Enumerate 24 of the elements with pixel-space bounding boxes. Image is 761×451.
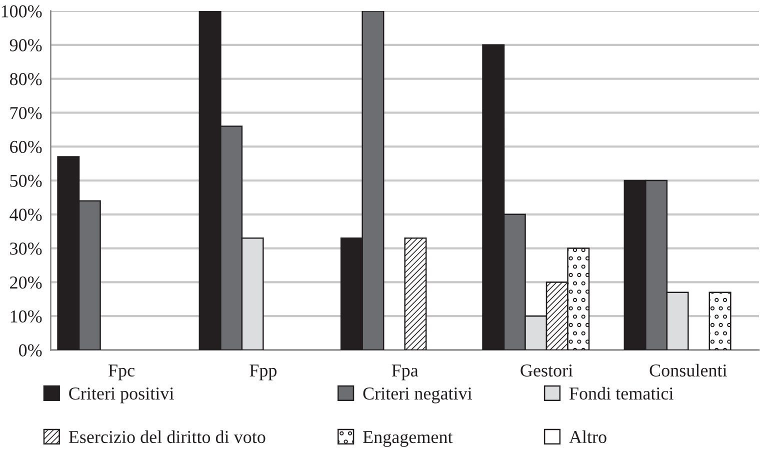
x-tick-label: Fpa [392, 364, 418, 380]
y-tick-label: 40% [10, 208, 42, 221]
legend-label: Fondi tematici [569, 386, 674, 400]
x-tick-label: Fpp [250, 364, 277, 380]
y-tick-label: 70% [10, 106, 42, 120]
y-tick-label: 50% [10, 174, 42, 187]
y-tick-label: 30% [10, 242, 42, 255]
legend-label: Engagement [363, 431, 453, 447]
bar [404, 238, 427, 350]
y-tick-label: 100% [2, 5, 42, 18]
x-tick-label: Fpc [108, 364, 135, 380]
x-tick-label: Gestori [520, 364, 573, 377]
y-tick-label: 90% [10, 39, 42, 52]
y-tick-label: 80% [10, 73, 42, 86]
y-tick-label: 0% [18, 344, 42, 356]
y-tick-label: 20% [10, 276, 42, 289]
legend-label: Esercizio del diritto di voto [68, 430, 266, 444]
legend-label: Altro [569, 430, 606, 444]
y-tick-label: 60% [10, 140, 42, 154]
legend-label: Criteri negativi [363, 387, 472, 404]
legend-label: Criteri positivi [69, 387, 174, 404]
x-tick-label: Consulenti [650, 364, 727, 377]
bar [708, 292, 732, 350]
y-tick-label: 10% [10, 310, 42, 323]
